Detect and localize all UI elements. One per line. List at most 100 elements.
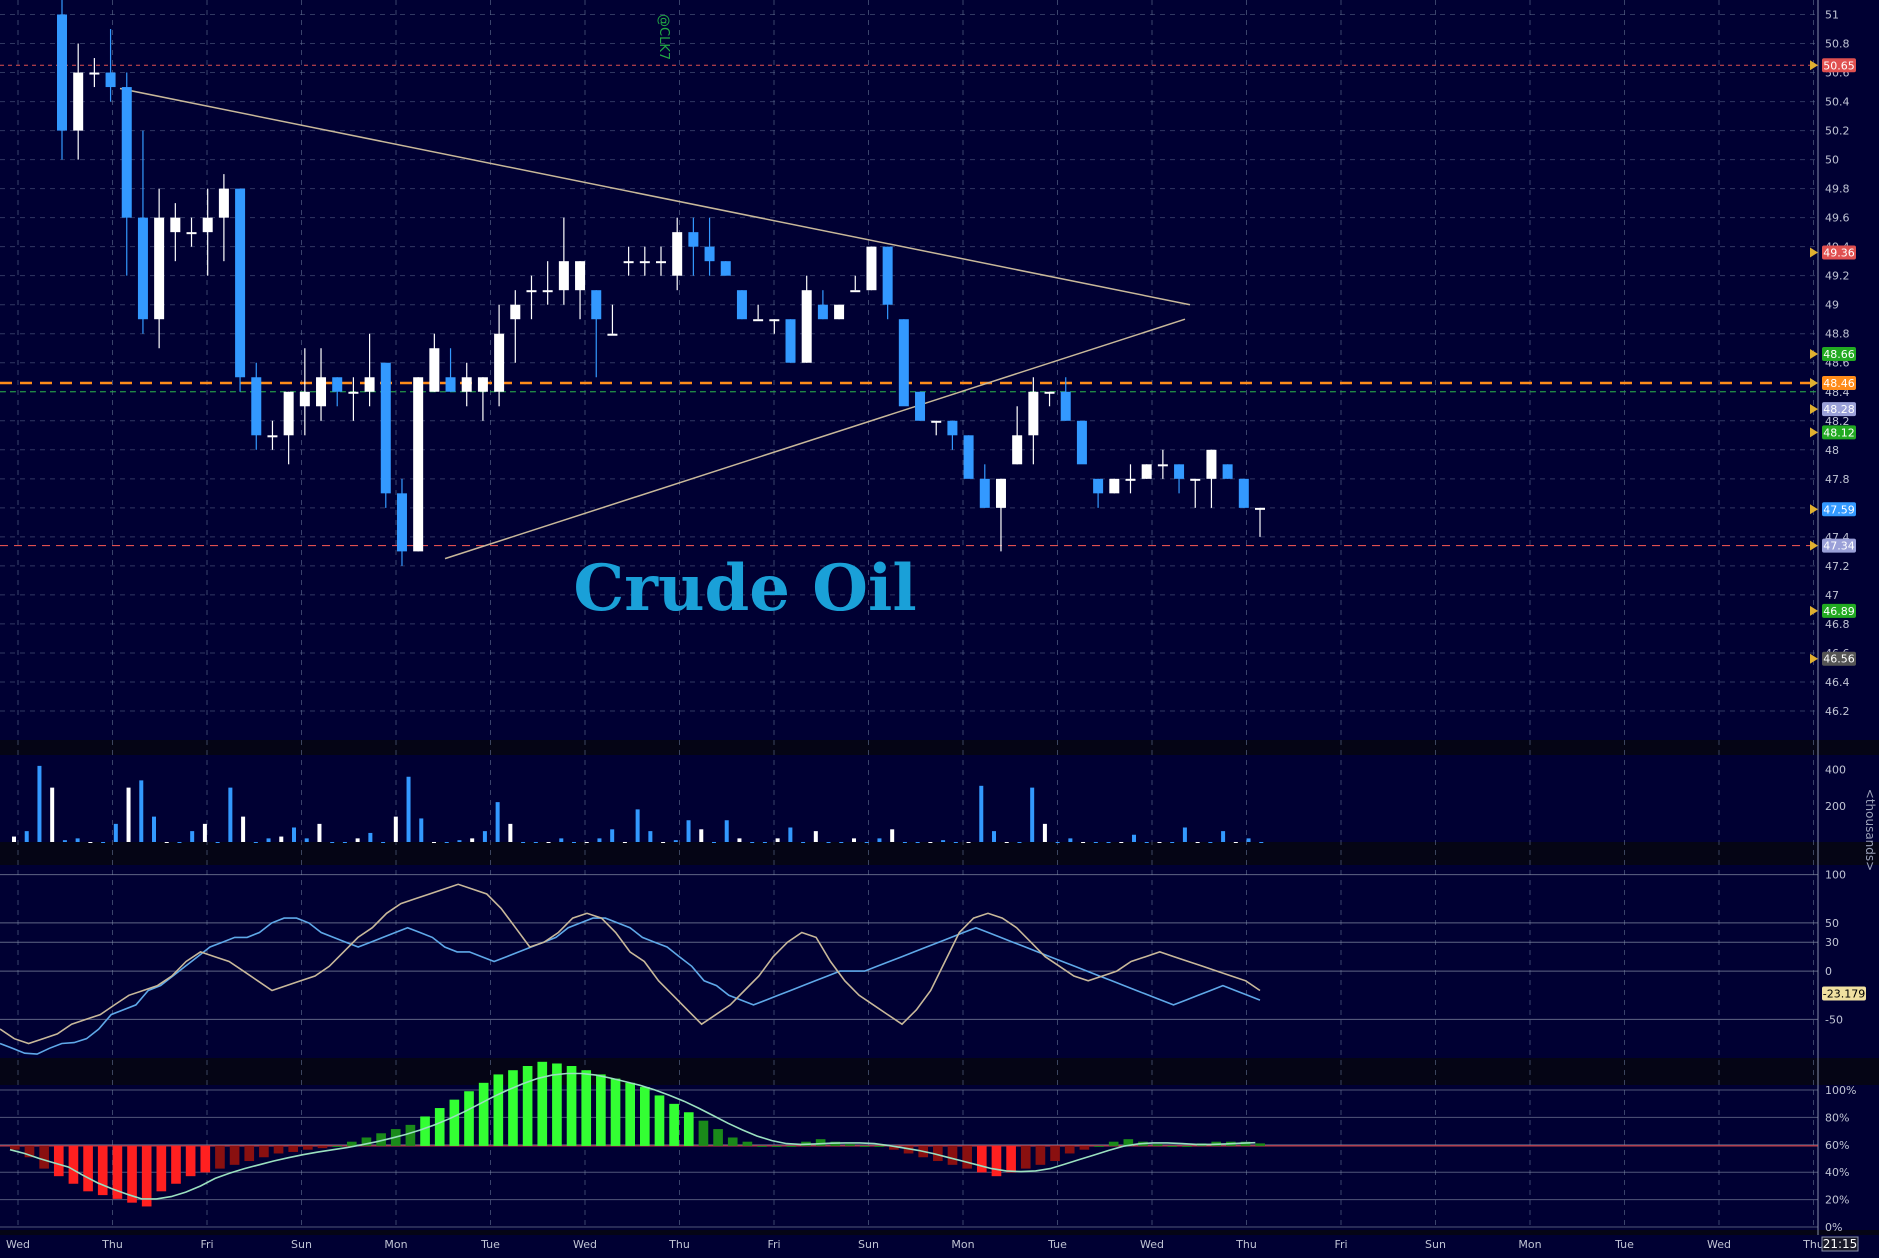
price-tick-label: 47 [1825, 589, 1839, 602]
candle-body [1093, 478, 1104, 494]
volume-bar [635, 809, 640, 842]
hist-bar [742, 1141, 753, 1146]
candle-body [866, 246, 877, 291]
volume-bar [126, 787, 131, 842]
volume-bar [317, 823, 322, 842]
volume-bar [253, 842, 258, 843]
panel-divider [0, 740, 1879, 755]
level-label-box [1822, 651, 1856, 666]
hist-bar [449, 1099, 460, 1146]
volume-bar [966, 842, 971, 843]
volume-unit-label: <thousands> [1863, 789, 1877, 871]
candlestick-series [57, 0, 1265, 566]
candle-body [1206, 449, 1217, 479]
candle-body [801, 290, 812, 363]
hist-bar [24, 1145, 35, 1158]
candle-body [591, 290, 602, 320]
volume-bar [152, 816, 156, 842]
candle-body [898, 319, 909, 407]
hist-bar [1050, 1145, 1060, 1162]
hist-bar [991, 1145, 1002, 1177]
volume-bar [673, 840, 678, 842]
volume-bar [1119, 842, 1124, 843]
x-axis-day-label: Mon [384, 1238, 407, 1251]
hist-bar [625, 1082, 635, 1146]
volume-bar [279, 836, 284, 842]
volume-bar [864, 842, 869, 843]
stoch-line [0, 883, 1261, 1045]
volume-bar [1259, 842, 1264, 843]
x-axis-day-label: Mon [951, 1238, 974, 1251]
volume-bar [24, 831, 29, 842]
candle-body [963, 435, 974, 479]
candle-body [607, 333, 618, 336]
volume-bar [533, 842, 538, 843]
hist-bar [303, 1145, 313, 1150]
hist-bar [53, 1145, 64, 1177]
symbol-label: @CLK7 [656, 14, 671, 60]
candle-body [1174, 464, 1185, 479]
candle-body [154, 217, 165, 320]
hist-bar [141, 1145, 152, 1207]
volume-bar [1132, 834, 1136, 842]
current-time-box [1821, 1236, 1859, 1252]
candle-body [299, 391, 310, 407]
candle-body [1012, 435, 1023, 465]
hist-bar [581, 1070, 592, 1146]
price-tick-label: 48 [1825, 444, 1839, 457]
volume-bar [406, 776, 411, 842]
volume-bar [597, 838, 602, 842]
volume-bar [1081, 842, 1086, 843]
hist-bar [215, 1145, 225, 1169]
volume-bar [890, 829, 895, 842]
hist-bar [1079, 1145, 1090, 1150]
momentum-histogram [0, 1061, 1818, 1207]
hist-bar [698, 1120, 709, 1146]
volume-bar [101, 842, 106, 843]
volume-bar [508, 823, 513, 842]
volume-bar [559, 838, 564, 842]
candle-body [170, 217, 181, 233]
level-label-box [1822, 425, 1856, 440]
candle-body [364, 377, 375, 392]
x-axis-day-label: Thu [1802, 1238, 1824, 1251]
candle-body [235, 188, 246, 378]
volume-bar [826, 842, 831, 843]
candle-body [267, 435, 278, 438]
candle-body [1044, 391, 1055, 394]
volume-bar [775, 838, 780, 842]
candle-body [137, 217, 148, 320]
volume-bar [737, 838, 742, 842]
volume-bar [190, 831, 195, 842]
volume-bar [979, 785, 984, 842]
hist-bar [771, 1145, 782, 1147]
volume-bar [12, 836, 16, 842]
hist-bar [654, 1095, 665, 1146]
volume-bar [788, 827, 793, 842]
price-tick-label: 50 [1825, 154, 1839, 167]
hist-bar [874, 1145, 885, 1147]
volume-bar [762, 842, 767, 843]
x-axis-day-label: Wed [573, 1238, 597, 1251]
level-label-text: 49.36 [1823, 246, 1855, 259]
level-label-box [1822, 58, 1856, 73]
candle-body [89, 72, 100, 75]
level-label-text: 47.59 [1823, 503, 1855, 516]
hist-bar [361, 1137, 372, 1146]
level-marker [1810, 60, 1818, 71]
ascending-trendline [444, 318, 1186, 560]
candle-body [1109, 478, 1120, 494]
volume-bar [953, 842, 958, 843]
hist-bar [464, 1091, 474, 1146]
volume-bar [177, 842, 182, 843]
candle-body [1255, 507, 1265, 510]
level-label-text: 48.28 [1823, 403, 1855, 416]
hist-bar [156, 1145, 167, 1192]
candle-body [461, 377, 472, 392]
volume-bar [266, 838, 271, 842]
level-label-text: 48.12 [1823, 426, 1855, 439]
hist-bar [1020, 1145, 1031, 1169]
x-axis-day-label: Mon [1518, 1238, 1541, 1251]
stoch-value-label: -23.179 [1823, 988, 1865, 1001]
hist-bar [434, 1108, 445, 1146]
